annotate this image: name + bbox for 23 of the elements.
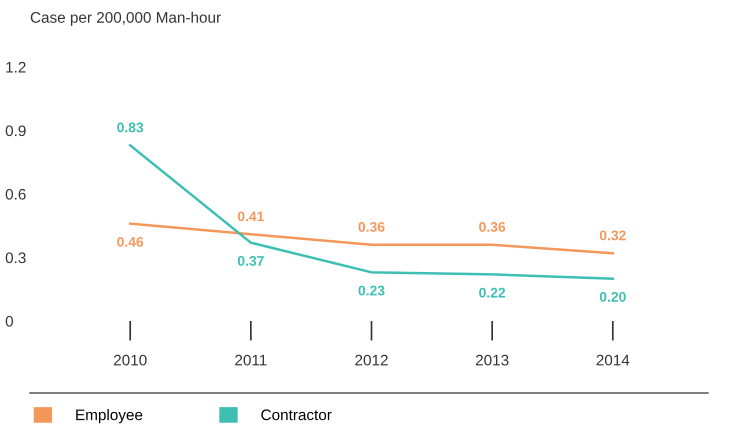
legend-label: Employee [76,409,142,424]
y-tick-label: 0.3 [6,252,26,264]
legend-label: Contractor [261,409,332,420]
x-tick-label: 2014 [596,354,630,366]
data-label: 0.22 [479,288,506,298]
x-tick-label: 2011 [235,354,267,366]
y-tick-label: 1.2 [6,62,26,73]
y-tick-label: 0 [6,316,14,327]
data-label: 0.36 [358,222,385,232]
data-label: 0.36 [479,222,506,232]
data-label: 0.46 [117,236,144,247]
y-tick-label: 0.6 [6,188,26,200]
data-label: 0.23 [358,286,385,296]
x-tick-label: 2012 [355,354,388,366]
data-label: 0.20 [600,292,626,302]
data-label: 0.37 [238,256,264,266]
y-axis-title: Case per 200,000 Man-hour [30,12,221,26]
data-label: 0.41 [238,211,264,222]
x-tick-label: 2010 [114,354,147,366]
x-tick-label: 2013 [476,354,508,366]
y-tick-label: 0.9 [6,125,26,136]
data-label: 0.32 [600,230,626,240]
data-label: 0.83 [117,122,144,132]
